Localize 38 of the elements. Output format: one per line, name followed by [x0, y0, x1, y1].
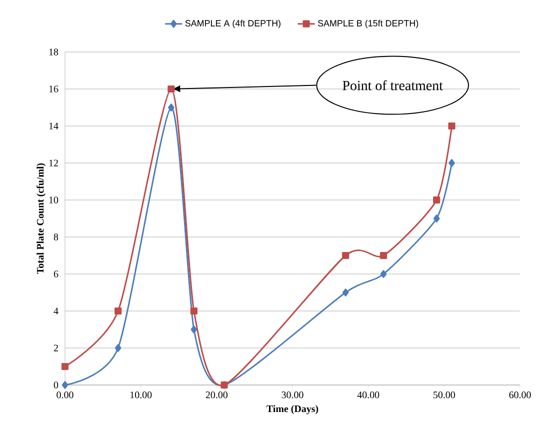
point — [380, 252, 388, 260]
x-tick-label: 40.00 — [357, 392, 380, 398]
point — [433, 196, 440, 204]
point — [448, 159, 455, 167]
y-tick-label: 8 — [54, 234, 58, 240]
point — [168, 85, 175, 93]
y-tick-label: 14 — [49, 122, 58, 130]
y-tick-label: 10 — [49, 196, 58, 204]
point — [61, 362, 69, 370]
x-tick-label: 30.00 — [282, 392, 304, 398]
y-tick-label: 4 — [54, 308, 58, 314]
point — [114, 344, 122, 352]
y-axis-title: Total Plate Count (cfu/ml) — [36, 163, 46, 274]
y-tick-label: 16 — [49, 86, 58, 92]
point — [168, 104, 174, 112]
y-tick-label: 2 — [54, 344, 58, 352]
point — [342, 288, 349, 296]
point — [190, 307, 198, 315]
legend-label: SAMPLE A (4ft DEPTH) — [185, 20, 280, 28]
x-tick-label: 60.00 — [509, 392, 531, 398]
x-tick-label: 10.00 — [130, 392, 152, 398]
y-tick-label: 0 — [54, 382, 58, 388]
annotation: Point of treatment — [342, 80, 443, 90]
point — [448, 122, 456, 130]
point — [380, 270, 387, 278]
x-axis-title: Time (Days) — [266, 405, 318, 414]
y-tick-label: 18 — [49, 48, 58, 56]
point — [62, 381, 68, 389]
y-tick-label: 12 — [49, 160, 58, 166]
x-tick-label: 50.00 — [434, 392, 456, 398]
legend-label: SAMPLE B (15ft DEPTH) — [318, 20, 418, 28]
point — [114, 307, 122, 315]
point — [342, 252, 350, 260]
y-tick-label: 6 — [54, 270, 58, 278]
x-tick-label: 0.00 — [56, 392, 74, 398]
point — [190, 326, 198, 334]
x-tick-label: 20.00 — [206, 392, 228, 398]
point — [433, 214, 440, 222]
